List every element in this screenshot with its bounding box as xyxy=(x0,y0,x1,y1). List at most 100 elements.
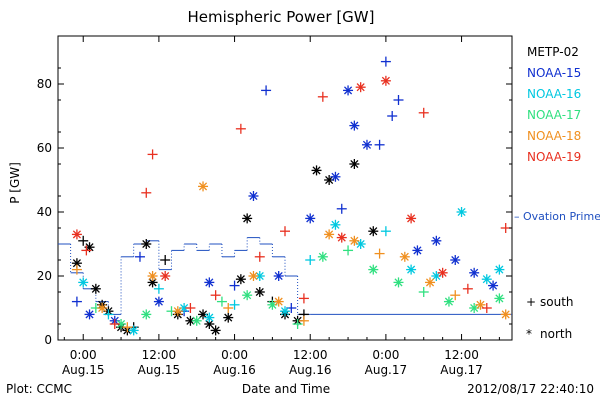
y-axis-label: P [GW] xyxy=(8,162,22,204)
point-north xyxy=(494,293,505,304)
point-north xyxy=(223,312,234,323)
point-north xyxy=(399,251,410,262)
point-south xyxy=(122,322,133,333)
point-south xyxy=(481,303,492,313)
point-north xyxy=(242,290,253,301)
point-north xyxy=(311,165,322,176)
point-north xyxy=(141,239,152,249)
x-tick-date-label: Aug.17 xyxy=(440,363,483,377)
y-tick-label: 0 xyxy=(44,333,52,347)
point-north xyxy=(242,213,253,224)
point-south xyxy=(317,91,328,102)
point-north xyxy=(160,271,171,281)
point-south xyxy=(280,226,290,237)
point-south xyxy=(147,149,158,160)
point-north xyxy=(380,75,391,86)
point-north xyxy=(210,325,221,336)
point-north xyxy=(204,277,215,288)
point-north xyxy=(431,235,442,246)
point-north xyxy=(500,309,511,320)
point-south xyxy=(450,290,461,301)
point-south xyxy=(81,245,92,256)
point-north xyxy=(172,306,183,317)
x-tick-time-label: 12:00 xyxy=(293,348,328,362)
point-south xyxy=(380,56,391,67)
point-north xyxy=(355,82,366,93)
legend-entry: METP-02 xyxy=(527,45,579,59)
point-north xyxy=(361,139,372,150)
point-south xyxy=(235,123,246,134)
point-north xyxy=(273,296,284,307)
point-north xyxy=(84,309,95,320)
x-tick-date-label: Aug.17 xyxy=(365,363,408,377)
point-north xyxy=(494,264,505,275)
chart-title: Hemispheric Power [GW] xyxy=(188,8,375,26)
ovation-legend-label: – Ovation Prime HPI xyxy=(514,210,600,223)
footer-timestamp: 2012/08/17 22:40:10 xyxy=(467,382,594,396)
point-north xyxy=(443,296,454,307)
point-north xyxy=(343,85,354,96)
point-south xyxy=(78,235,89,246)
point-north xyxy=(412,245,423,256)
point-north xyxy=(248,271,259,281)
point-south xyxy=(292,319,303,329)
x-tick-date-label: Aug.16 xyxy=(289,363,332,377)
point-north xyxy=(248,191,259,201)
point-north xyxy=(368,226,379,237)
point-north xyxy=(488,280,499,291)
point-north xyxy=(317,251,328,262)
x-tick-date-label: Aug.16 xyxy=(213,363,256,377)
point-south xyxy=(160,255,171,265)
point-south xyxy=(336,203,347,214)
point-south xyxy=(462,283,473,294)
point-south xyxy=(103,309,114,320)
point-north xyxy=(147,271,158,281)
point-north xyxy=(78,277,89,288)
legend-entry: NOAA-16 xyxy=(527,87,581,101)
point-south xyxy=(210,290,221,301)
point-north xyxy=(475,299,486,310)
point-north xyxy=(469,267,480,278)
point-south xyxy=(185,303,196,313)
point-north xyxy=(254,287,265,297)
point-north xyxy=(71,229,82,240)
point-south xyxy=(374,248,385,259)
point-north xyxy=(368,264,379,275)
point-south xyxy=(374,139,385,150)
point-north xyxy=(254,271,265,281)
x-tick-time-label: 0:00 xyxy=(221,348,248,362)
point-north xyxy=(349,159,360,169)
point-north xyxy=(406,264,417,275)
point-south xyxy=(387,111,398,121)
point-south xyxy=(343,245,354,256)
marker-legend-symbol: + xyxy=(526,295,536,309)
point-south xyxy=(305,255,316,265)
point-north xyxy=(324,229,335,240)
y-tick-label: 20 xyxy=(37,269,52,283)
point-south xyxy=(298,293,309,304)
legend-entry: NOAA-18 xyxy=(527,129,581,143)
point-north xyxy=(450,255,461,265)
point-north xyxy=(235,274,246,285)
point-north xyxy=(191,315,202,326)
point-north xyxy=(267,299,278,310)
point-north xyxy=(273,271,284,281)
legend-entry: NOAA-19 xyxy=(527,150,581,164)
point-north xyxy=(90,283,101,294)
point-south xyxy=(418,287,429,297)
point-north xyxy=(305,213,316,224)
point-south xyxy=(109,319,120,329)
point-north xyxy=(349,120,360,131)
point-north xyxy=(198,181,209,192)
point-south xyxy=(71,296,82,307)
point-north xyxy=(153,296,164,307)
point-south xyxy=(418,107,429,118)
point-north xyxy=(330,219,341,230)
point-north xyxy=(393,277,404,288)
marker-legend-label: north xyxy=(540,327,572,341)
y-tick-label: 80 xyxy=(37,77,52,91)
point-north xyxy=(97,303,108,313)
point-north xyxy=(336,232,347,243)
x-axis-label: Date and Time xyxy=(242,382,330,396)
point-north xyxy=(204,312,215,323)
